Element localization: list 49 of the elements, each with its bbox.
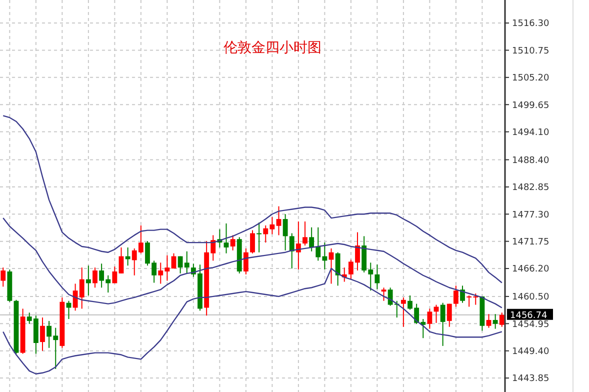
line-series <box>2 217 502 308</box>
candlestick <box>446 303 452 328</box>
candlestick <box>40 317 45 352</box>
candlestick <box>282 214 288 251</box>
candlestick <box>400 296 406 328</box>
candlestick <box>335 252 340 286</box>
candlestick <box>499 312 504 328</box>
candlestick <box>289 232 294 270</box>
candlestick <box>427 308 432 330</box>
candlestick <box>381 287 386 302</box>
candlestick <box>256 222 262 253</box>
y-tick-label: 1454.95 <box>512 320 550 330</box>
candlestick <box>92 267 98 288</box>
y-tick-label: 1466.20 <box>512 264 550 275</box>
candlestick <box>86 265 91 296</box>
ref-line-label: 1456.74 <box>510 311 548 322</box>
candlestick <box>440 302 446 346</box>
candlestick <box>250 230 255 254</box>
y-tick-label: 1488.40 <box>512 156 550 166</box>
candlestick <box>118 246 124 274</box>
line-series <box>2 115 502 284</box>
y-tick-label: 1471.75 <box>512 237 550 248</box>
candlestick <box>243 248 248 275</box>
candlestick <box>460 285 465 304</box>
candlestick <box>276 206 282 236</box>
y-tick-label: 1499.65 <box>512 100 550 111</box>
y-tick-label: 1516.30 <box>512 19 550 30</box>
candlestick <box>0 267 6 288</box>
candlestick <box>453 285 458 308</box>
candlestick <box>230 234 236 251</box>
candlestick <box>492 314 498 330</box>
y-tick-label: 1477.30 <box>512 210 550 220</box>
y-tick-label: 1494.10 <box>512 128 550 138</box>
candlestick <box>302 220 308 246</box>
y-tick-label: 1460.50 <box>512 292 550 303</box>
y-tick-label: 1482.85 <box>512 183 550 194</box>
y-tick-label: 1449.40 <box>512 346 550 357</box>
candlestick <box>112 266 118 284</box>
candlestick <box>486 314 492 328</box>
y-tick-label: 1443.85 <box>512 374 550 384</box>
candlestick <box>224 222 229 254</box>
candlestick <box>309 226 314 252</box>
candlestick <box>296 220 301 270</box>
candlestick <box>374 264 380 290</box>
y-tick-label: 1505.20 <box>512 74 550 84</box>
candlestick <box>434 304 439 324</box>
y-tick-label: 1510.75 <box>512 46 550 56</box>
candlestick <box>171 252 176 270</box>
text: 伦敦金四小时图 <box>224 40 322 56</box>
